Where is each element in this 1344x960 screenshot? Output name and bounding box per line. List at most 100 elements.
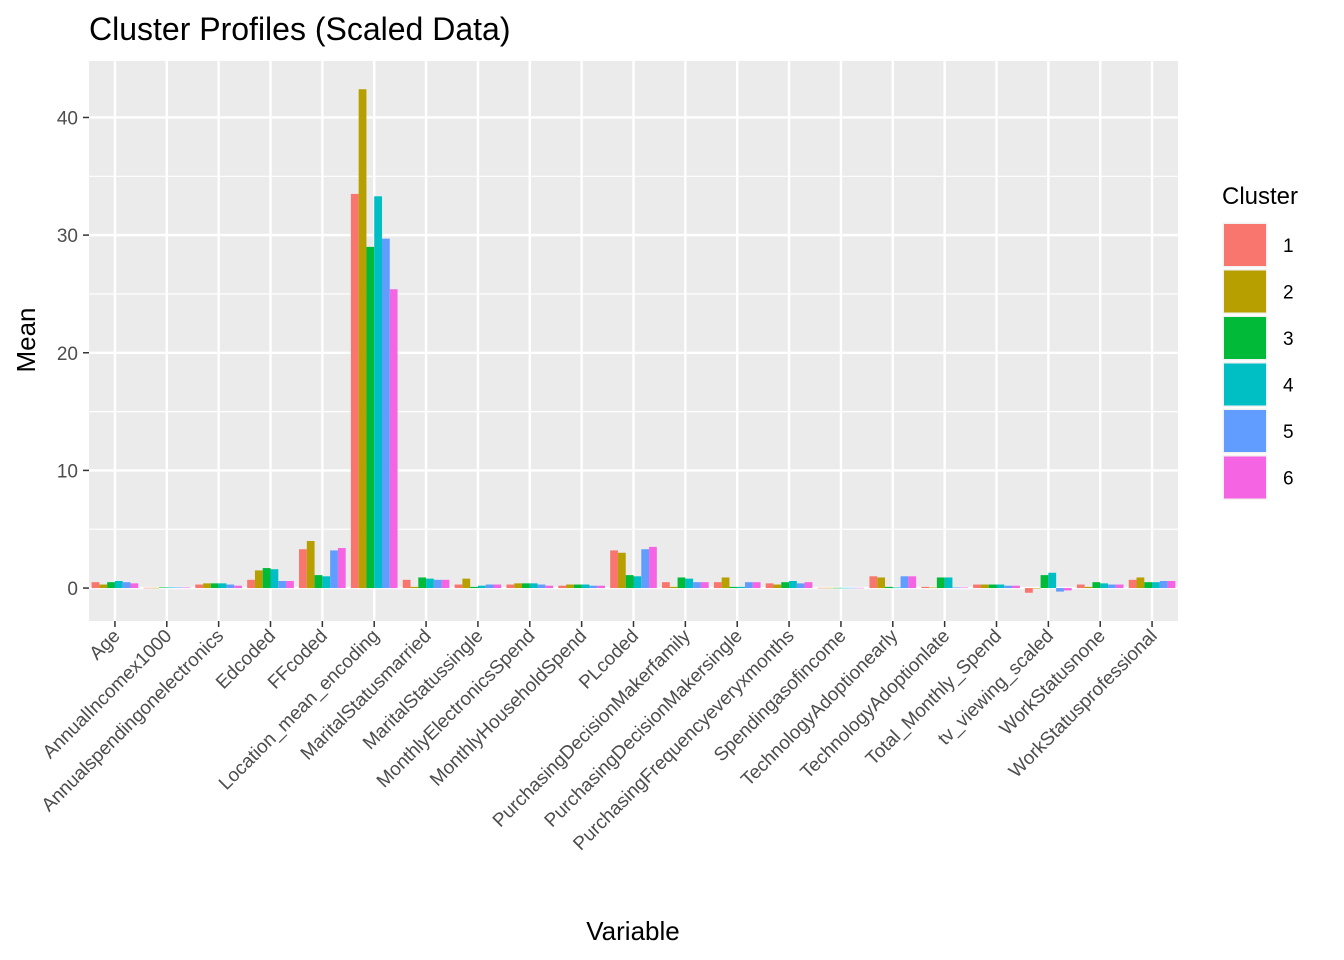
bar [537,584,546,589]
bar [337,548,346,589]
y-tick-label: 20 [57,344,78,365]
bar [166,587,175,589]
bar [1063,588,1072,591]
bar [944,577,953,589]
bar [433,579,442,589]
bar [506,584,515,589]
bar [641,549,650,589]
bar [418,577,427,589]
bar [1004,585,1013,589]
bar [597,585,605,589]
legend-swatch [1224,317,1266,359]
legend-label: 4 [1283,376,1294,397]
x-tick-label: Age [86,626,125,665]
bar [522,583,530,589]
bar [1144,582,1153,589]
bar [892,587,901,589]
bar [633,576,642,589]
bar [1128,579,1137,589]
bar [1100,583,1108,589]
legend: Cluster 1 2 3 4 5 6 [1221,183,1298,501]
bar [114,581,123,589]
bar [130,583,139,589]
bar [203,583,211,589]
bar [877,577,886,589]
bar [195,584,204,589]
bar [402,579,411,589]
y-tick-label: 0 [67,579,78,600]
bar [721,577,730,589]
bar [210,583,219,589]
bar [804,582,813,589]
bar [278,581,287,589]
y-axis-title: Mean [11,307,41,372]
bar [700,582,709,589]
bar [91,582,100,589]
bar [314,575,323,589]
legend-label: 2 [1283,283,1294,304]
bar [306,541,315,589]
bar [573,584,582,589]
bar [848,587,857,589]
legend-label: 1 [1283,236,1294,257]
bar [226,584,235,589]
y-tick-label: 30 [57,226,78,247]
bar [1048,572,1057,589]
bar [677,577,686,589]
bar [817,587,826,589]
bar [737,586,745,589]
bar [462,578,471,589]
bar [825,587,834,589]
bar [218,583,227,589]
bar [254,570,263,589]
legend-swatch [1224,456,1266,499]
bar [529,583,538,589]
bar [262,568,271,589]
bar [581,584,590,589]
bar [470,586,478,589]
bar [1107,584,1116,589]
bar [143,587,152,589]
bar [1136,577,1145,589]
bar [558,585,567,589]
bars-layer [91,89,1176,593]
bar [1167,581,1176,589]
bar [617,552,626,589]
bar [514,583,523,589]
bar [1032,588,1041,589]
bar [350,193,359,589]
bar [299,549,307,589]
bar [1092,582,1101,589]
bar [159,587,167,589]
bar [908,576,917,589]
bar [996,584,1005,589]
bar [1159,581,1168,589]
y-axis: 0 10 20 30 40 [57,108,89,600]
bar [773,584,782,589]
bar [869,576,878,589]
bar [322,576,331,589]
bar [1025,588,1033,593]
bar [1012,585,1020,589]
bar [900,576,909,589]
bar [649,546,657,589]
bar [234,585,242,589]
bar [374,196,382,589]
bar [441,579,450,589]
bar [610,550,618,589]
legend-label: 5 [1283,422,1294,443]
legend-swatch [1224,270,1266,313]
bar [107,582,115,589]
legend-swatch [1224,224,1266,266]
bar [454,584,463,589]
bar [1056,588,1064,592]
bar [662,582,670,589]
bar [952,587,961,589]
legend-label: 3 [1283,329,1294,350]
bar [545,585,554,589]
legend-title: Cluster [1222,183,1298,210]
legend-swatch [1224,363,1266,406]
bar [685,578,694,589]
bar [1152,582,1160,589]
x-axis: AgeAnnualIncomex1000Annualspendingonelec… [38,621,1162,855]
